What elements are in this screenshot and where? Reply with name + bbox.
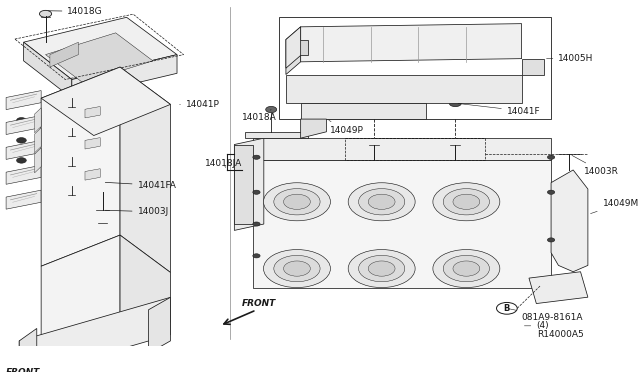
Circle shape xyxy=(40,10,52,17)
Polygon shape xyxy=(529,272,588,304)
Circle shape xyxy=(111,329,120,334)
Polygon shape xyxy=(19,297,170,372)
Polygon shape xyxy=(19,328,36,372)
Circle shape xyxy=(253,155,260,159)
Polygon shape xyxy=(120,235,170,322)
Circle shape xyxy=(264,250,330,288)
Polygon shape xyxy=(234,138,264,230)
Text: 14049P: 14049P xyxy=(329,121,364,135)
Circle shape xyxy=(433,250,500,288)
Polygon shape xyxy=(45,33,153,83)
Polygon shape xyxy=(85,169,100,180)
Circle shape xyxy=(137,320,147,325)
Polygon shape xyxy=(85,106,100,118)
Polygon shape xyxy=(6,140,41,159)
Polygon shape xyxy=(41,235,120,347)
Text: 14018JA: 14018JA xyxy=(205,159,242,168)
Circle shape xyxy=(547,155,555,159)
Text: 14018A: 14018A xyxy=(242,109,276,122)
Circle shape xyxy=(348,250,415,288)
Circle shape xyxy=(284,261,310,276)
Polygon shape xyxy=(6,90,41,110)
Text: (4): (4) xyxy=(524,321,549,330)
Polygon shape xyxy=(41,67,120,266)
Circle shape xyxy=(96,179,109,186)
Circle shape xyxy=(444,189,490,215)
Text: 14041P: 14041P xyxy=(180,100,220,109)
Circle shape xyxy=(264,183,330,221)
Polygon shape xyxy=(301,119,326,138)
Polygon shape xyxy=(551,170,588,272)
Text: 14041F: 14041F xyxy=(458,103,541,116)
Polygon shape xyxy=(301,103,426,119)
Circle shape xyxy=(561,197,578,206)
Text: 14005H: 14005H xyxy=(547,54,594,63)
Text: 14003R: 14003R xyxy=(572,155,619,176)
Circle shape xyxy=(253,222,260,226)
Polygon shape xyxy=(286,39,308,55)
Polygon shape xyxy=(148,297,170,353)
Circle shape xyxy=(449,100,461,107)
Text: 081A9-8161A: 081A9-8161A xyxy=(509,309,583,323)
Circle shape xyxy=(45,61,54,66)
Polygon shape xyxy=(286,27,301,74)
Circle shape xyxy=(63,341,72,347)
Polygon shape xyxy=(24,17,177,80)
Circle shape xyxy=(562,242,577,250)
Text: FRONT: FRONT xyxy=(6,368,40,372)
Circle shape xyxy=(444,256,490,282)
Polygon shape xyxy=(120,67,170,272)
Circle shape xyxy=(253,190,260,194)
Circle shape xyxy=(274,189,320,215)
Polygon shape xyxy=(24,42,72,98)
Circle shape xyxy=(368,261,395,276)
Text: 14041FA: 14041FA xyxy=(105,181,177,190)
Polygon shape xyxy=(35,148,41,173)
Text: 14049M: 14049M xyxy=(591,199,639,214)
Text: 14018G: 14018G xyxy=(48,7,103,16)
Polygon shape xyxy=(35,128,41,153)
Circle shape xyxy=(266,106,276,113)
Text: FRONT: FRONT xyxy=(242,299,276,308)
Circle shape xyxy=(547,238,555,242)
Polygon shape xyxy=(50,42,79,67)
Polygon shape xyxy=(50,347,159,372)
Text: 14003J: 14003J xyxy=(106,207,169,216)
Polygon shape xyxy=(253,160,551,288)
Circle shape xyxy=(368,194,395,209)
Polygon shape xyxy=(301,24,522,62)
Circle shape xyxy=(274,256,320,282)
Polygon shape xyxy=(6,165,41,184)
Circle shape xyxy=(284,194,310,209)
Circle shape xyxy=(348,183,415,221)
Polygon shape xyxy=(85,138,100,149)
Circle shape xyxy=(358,256,404,282)
Circle shape xyxy=(17,138,26,143)
Circle shape xyxy=(547,190,555,194)
Polygon shape xyxy=(72,55,177,98)
Polygon shape xyxy=(286,27,301,68)
Circle shape xyxy=(497,302,517,314)
Polygon shape xyxy=(234,144,253,224)
Circle shape xyxy=(34,350,44,356)
Circle shape xyxy=(358,189,404,215)
Circle shape xyxy=(453,194,480,209)
Polygon shape xyxy=(522,59,544,74)
Polygon shape xyxy=(253,138,551,160)
Polygon shape xyxy=(6,115,41,135)
Polygon shape xyxy=(35,108,41,133)
Text: B: B xyxy=(504,304,510,313)
Polygon shape xyxy=(41,67,170,135)
Polygon shape xyxy=(286,74,522,103)
Polygon shape xyxy=(6,190,41,209)
Circle shape xyxy=(453,261,480,276)
Circle shape xyxy=(17,118,26,123)
Bar xyxy=(278,17,551,119)
Text: R14000A5: R14000A5 xyxy=(538,330,584,339)
Polygon shape xyxy=(245,132,308,138)
Circle shape xyxy=(545,283,557,289)
Circle shape xyxy=(433,183,500,221)
Circle shape xyxy=(253,254,260,258)
Circle shape xyxy=(17,158,26,163)
